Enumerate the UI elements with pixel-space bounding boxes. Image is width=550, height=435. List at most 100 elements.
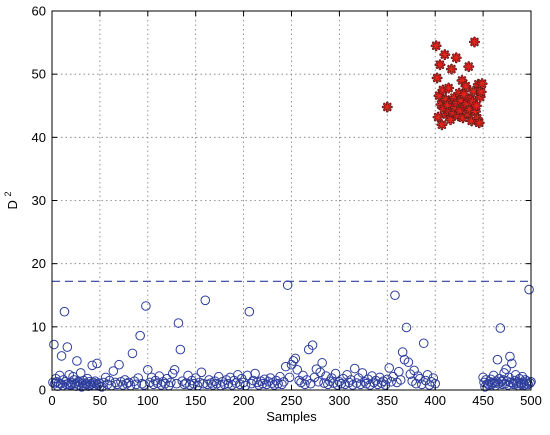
normal-sample-point [501,364,511,374]
fault-star-core [438,85,448,95]
fault-sample-point [448,92,460,104]
fault-star-core [461,81,471,91]
normal-sample-point [332,380,343,390]
normal-sample-point [511,378,522,389]
normal-sample-point [290,353,301,364]
fault-star-core [446,115,455,125]
normal-sample-point [246,378,257,389]
fault-star-core [449,93,459,102]
normal-sample-point [307,340,318,350]
fault-star-core [447,64,456,74]
normal-sample-point [175,344,186,355]
normal-sample-point [390,290,400,301]
normal-sample-point [156,380,167,390]
fault-sample-point [435,98,447,110]
normal-sample-point [49,339,59,350]
normal-sample-point [336,378,347,389]
normal-sample-point [403,357,414,368]
fault-star-core [472,113,482,123]
normal-sample-point [386,376,396,387]
normal-sample-point [143,364,153,375]
fault-star-core [382,102,392,112]
fault-sample-point [449,102,461,114]
normal-sample-point [92,358,102,369]
normal-sample-point [418,338,429,349]
fault-star-core [465,105,475,114]
normal-sample-point [81,379,92,390]
normal-sample-point [491,376,502,386]
normal-sample-point [179,379,190,390]
fault-sample-point [458,88,470,100]
normal-sample-point [349,363,360,374]
normal-sample-point [59,306,70,317]
x-tick-label: 250 [281,393,303,408]
fault-sample-point [440,93,452,105]
fault-sample-point [464,104,476,116]
normal-sample-point [384,363,395,373]
x-tick-label: 450 [472,393,494,408]
normal-sample-point [380,380,391,390]
normal-sample-point [525,378,535,388]
fault-star-core [467,116,476,126]
y-axis-label: D 2 [3,191,20,209]
x-tick-label: 100 [137,393,159,408]
fault-star-core [458,113,468,123]
fault-sample-point [436,119,448,131]
fault-star-core [463,109,473,119]
normal-sample-point [273,378,283,389]
normal-sample-point [395,375,406,385]
fault-sample-point [381,101,393,113]
fault-sample-point [433,90,445,102]
normal-sample-point [223,378,234,389]
fault-star-core [453,111,463,121]
fault-star-core [476,87,486,97]
fault-star-core [451,53,461,63]
y-tick-label: 10 [32,319,46,334]
fault-star-core [474,118,484,128]
normal-sample-point [284,372,295,383]
normal-sample-point [137,378,147,389]
fault-star-core [434,91,444,101]
fault-star-core [436,100,446,109]
fault-star-core [462,99,472,109]
y-tick-label: 20 [32,256,46,271]
fault-sample-point [430,40,442,52]
normal-sample-point [104,375,115,386]
fault-star-core [440,50,450,59]
normal-sample-point [492,354,503,365]
normal-sample-point [507,358,517,369]
normal-sample-point [505,351,515,362]
y-tick-label: 30 [32,193,46,208]
normal-sample-point [196,367,207,378]
normal-sample-point [317,358,327,368]
normal-sample-point [401,322,412,333]
fault-sample-point [469,105,481,117]
normal-sample-point [108,366,119,376]
normal-sample-point [219,379,230,390]
normal-sample-point [114,359,124,370]
fault-sample-point [468,85,480,97]
normal-sample-point [242,370,253,381]
normal-sample-point [141,301,151,311]
normal-sample-point [397,347,408,357]
data-points [48,36,536,392]
fault-sample-point [452,110,464,122]
normal-sample-point [488,370,499,381]
x-tick-label: 200 [233,393,255,408]
normal-sample-point [80,378,91,388]
fault-sample-point [443,82,455,94]
normal-sample-point [194,377,205,388]
fault-sample-point [460,80,472,92]
normal-sample-point [257,378,268,389]
normal-sample-point [250,368,260,379]
normal-sample-point [330,368,341,379]
normal-sample-point [288,356,299,366]
normal-sample-point [118,380,128,390]
normal-sample-point [244,306,255,317]
x-tick-label: 400 [424,393,446,408]
normal-sample-point [139,380,149,390]
fault-sample-point [442,99,454,111]
normal-sample-point [300,379,310,390]
